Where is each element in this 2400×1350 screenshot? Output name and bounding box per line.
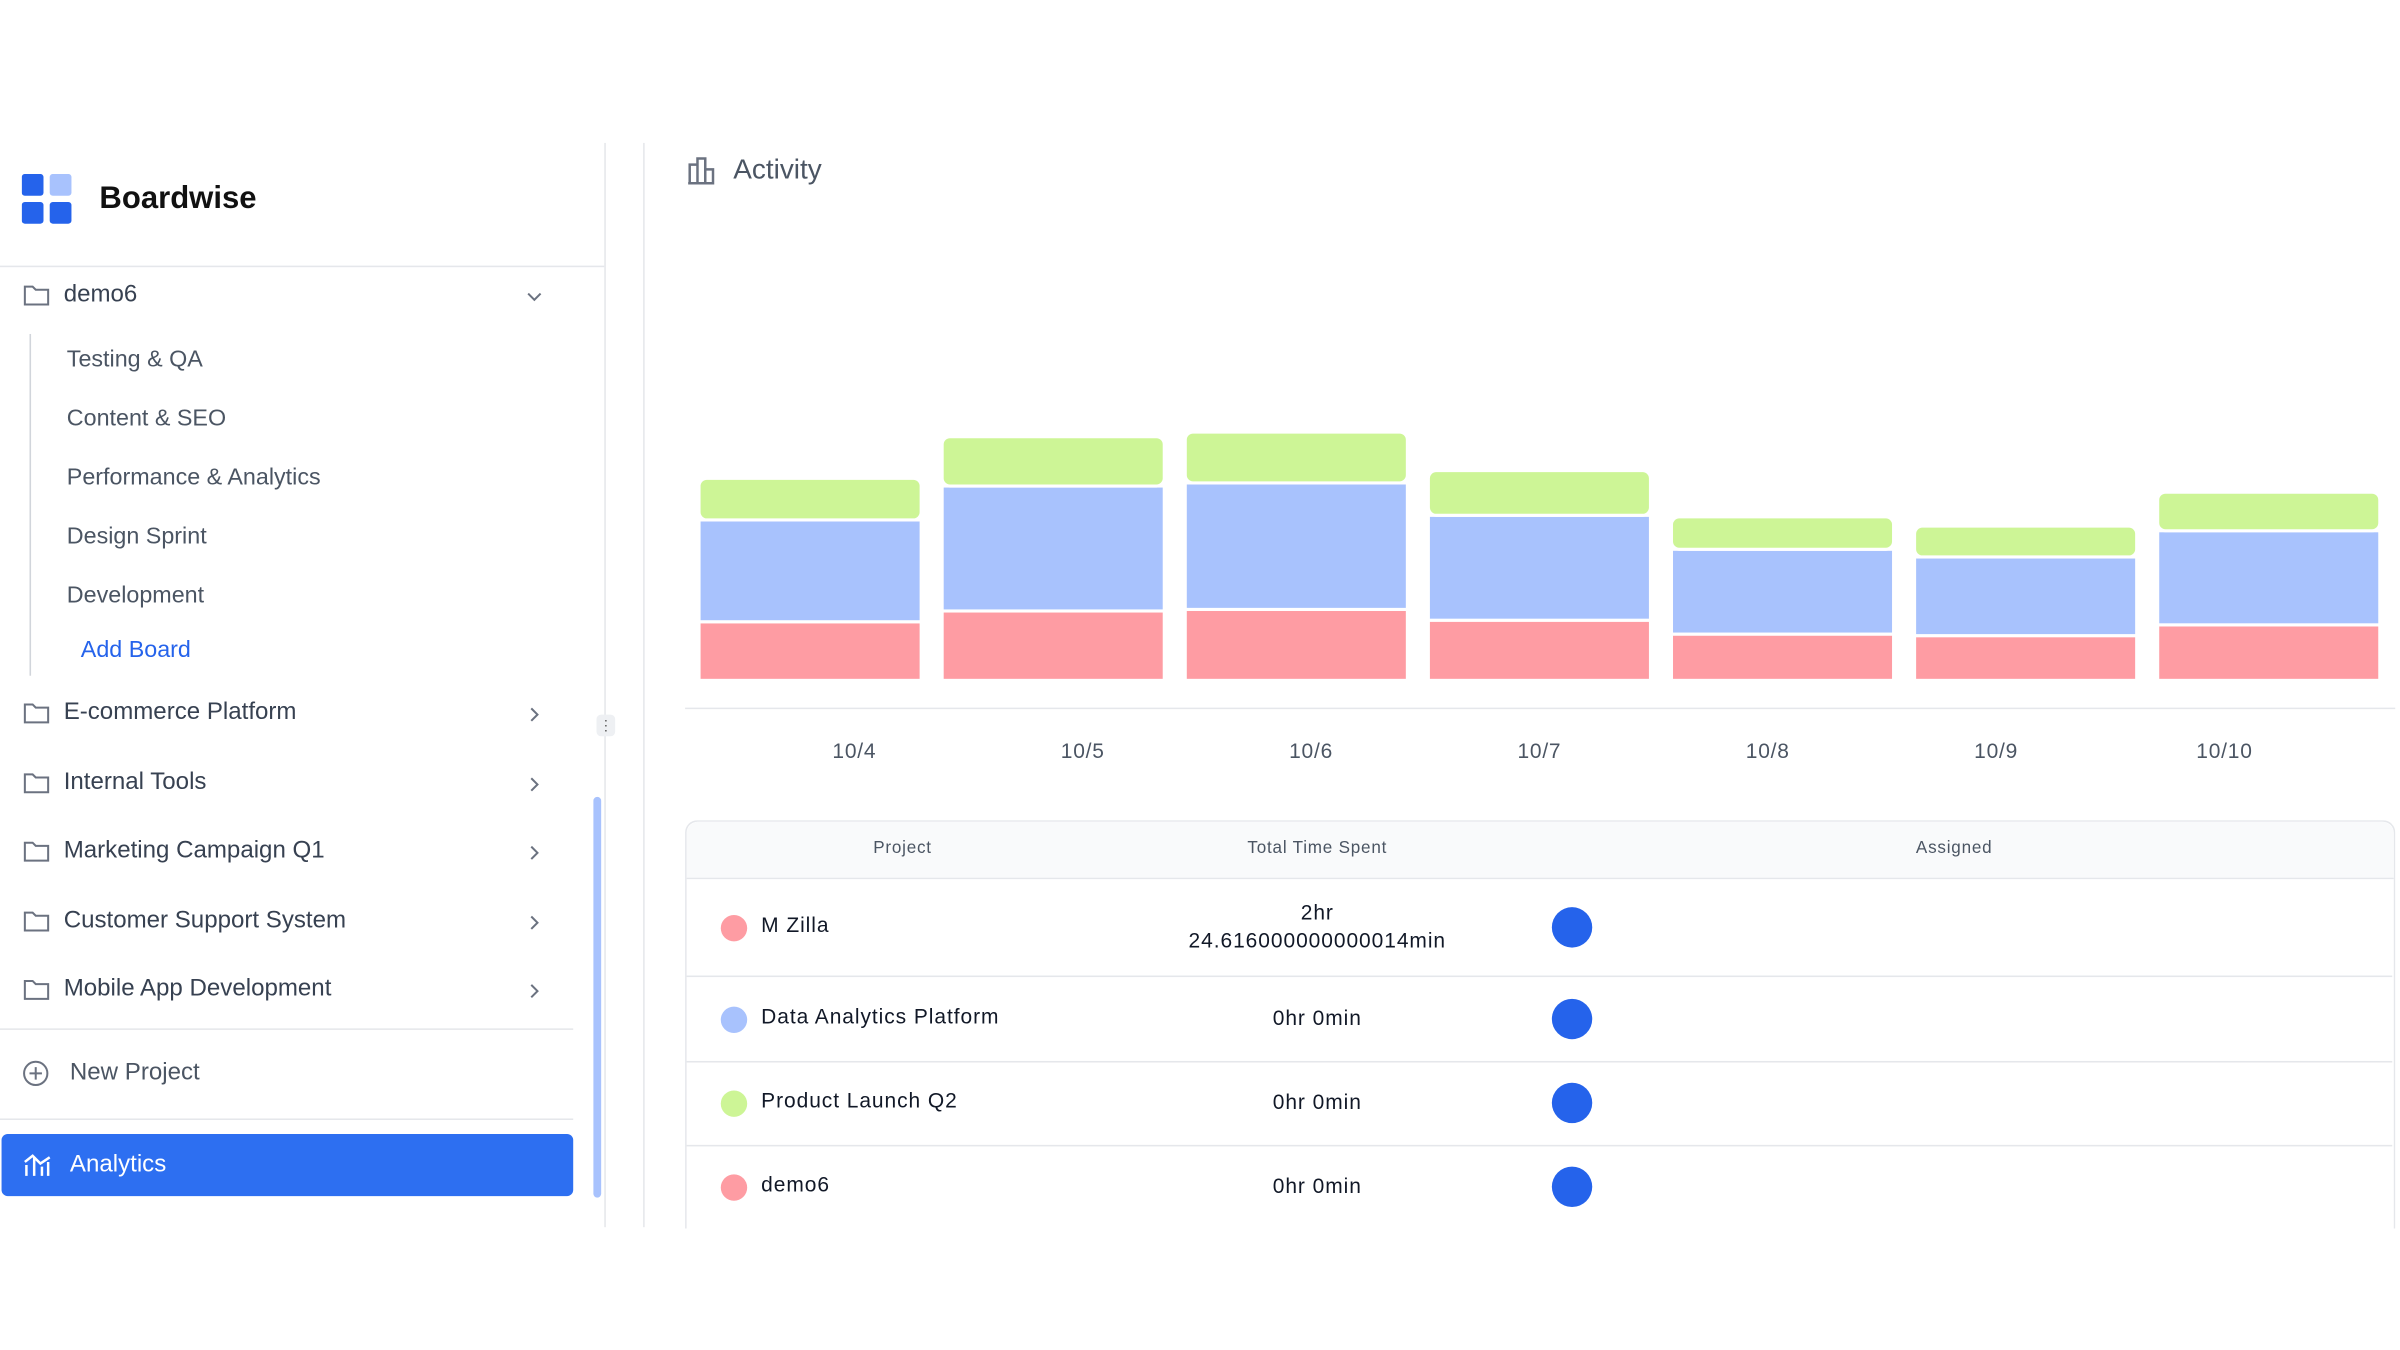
bar-segment xyxy=(1426,513,1653,622)
add-board[interactable]: Add Board xyxy=(80,636,191,664)
board-link[interactable]: Content & SEO xyxy=(66,405,227,432)
project-name: Product Launch Q2 xyxy=(761,1088,958,1113)
brand: Boardwise xyxy=(99,181,257,216)
row-divider xyxy=(686,975,2393,978)
divider xyxy=(0,265,605,268)
folder-icon xyxy=(23,977,50,1008)
bar-segment xyxy=(940,484,1166,613)
x-tick-label: 10/8 xyxy=(1746,740,1790,763)
chevron xyxy=(525,842,544,870)
board-link[interactable]: Testing & QA xyxy=(66,346,203,373)
time-spent: 0hr 0min xyxy=(1272,1090,1362,1114)
x-tick-label: 10/5 xyxy=(1061,740,1105,763)
bar-segment xyxy=(2156,529,2382,627)
column-header: Project xyxy=(873,838,932,858)
chart-icon xyxy=(688,157,715,185)
bar-segment xyxy=(1426,469,1653,517)
logo xyxy=(21,173,72,224)
board-link[interactable]: Development xyxy=(66,582,205,609)
project-name[interactable]: demo6 xyxy=(63,281,138,308)
project-dot xyxy=(720,1005,748,1033)
resize-handle[interactable]: ⋮ xyxy=(596,714,616,737)
table xyxy=(685,820,2396,1229)
scrollbar[interactable] xyxy=(593,796,602,1198)
bar-segment xyxy=(697,476,923,522)
bar-segment xyxy=(1913,524,2139,559)
assignee-avatar[interactable] xyxy=(1551,906,1593,947)
bar-segment xyxy=(1426,618,1653,682)
project-name[interactable]: Mobile App Development xyxy=(63,975,332,1002)
folder-icon xyxy=(23,908,50,939)
project-dot xyxy=(720,914,748,941)
assignee-avatar[interactable] xyxy=(1551,998,1593,1039)
tree-line xyxy=(29,333,32,676)
section-title: Activity xyxy=(733,153,822,185)
project-name: M Zilla xyxy=(761,912,830,936)
bar-segment xyxy=(1183,607,1409,682)
folder-icon xyxy=(23,770,50,801)
bar-segment xyxy=(940,435,1166,488)
plus-icon xyxy=(23,1060,49,1087)
divider xyxy=(0,1028,574,1030)
folder-icon xyxy=(23,839,50,870)
chevron xyxy=(525,911,544,939)
project-name[interactable]: E-commerce Platform xyxy=(63,699,297,726)
folder-icon xyxy=(23,701,50,732)
bar-segment xyxy=(1669,547,1896,636)
bar-segment xyxy=(1669,632,1896,682)
chevron xyxy=(525,286,544,314)
project-dot xyxy=(720,1090,748,1117)
chevron xyxy=(525,773,544,801)
bar-segment xyxy=(1183,481,1409,611)
divider xyxy=(643,142,645,1228)
project-dot xyxy=(720,1174,748,1201)
bar-segment xyxy=(1183,430,1409,485)
board-link[interactable]: Design Sprint xyxy=(66,523,207,550)
x-tick-label: 10/6 xyxy=(1289,740,1333,763)
sidebar xyxy=(0,142,606,1228)
x-tick-label: 10/7 xyxy=(1517,740,1561,763)
project-name: Data Analytics Platform xyxy=(761,1004,1000,1028)
chevron xyxy=(525,980,544,1008)
row-divider xyxy=(686,1060,2393,1063)
x-tick-label: 10/10 xyxy=(2196,740,2252,763)
analytics-button[interactable]: Analytics xyxy=(1,1133,574,1197)
column-header: Assigned xyxy=(1915,838,1993,858)
bar-segment xyxy=(697,518,923,624)
divider xyxy=(0,1118,574,1121)
x-tick-label: 10/9 xyxy=(1974,740,2018,763)
bar-segment xyxy=(697,620,923,682)
column-header: Total Time Spent xyxy=(1247,838,1388,858)
nav-label: Analytics xyxy=(69,1151,167,1178)
assignee-avatar[interactable] xyxy=(1551,1166,1593,1207)
project-name[interactable]: Internal Tools xyxy=(63,768,207,795)
bar-segment xyxy=(2156,490,2382,533)
bar-segment xyxy=(1669,515,1896,551)
folder-icon xyxy=(23,283,50,314)
row-divider xyxy=(686,1144,2393,1147)
new-project[interactable]: New Project xyxy=(69,1059,200,1086)
time-spent: 2hr 24.616000000000014min xyxy=(1188,900,1447,952)
project-name: demo6 xyxy=(761,1172,830,1197)
bar-segment xyxy=(940,609,1166,682)
chevron xyxy=(525,704,544,732)
table-header xyxy=(686,821,2394,880)
bar-segment xyxy=(1913,555,2139,638)
bar-segment xyxy=(1913,634,2139,682)
assignee-avatar[interactable] xyxy=(1551,1082,1593,1124)
bar-segment xyxy=(2156,623,2382,682)
time-spent: 0hr 0min xyxy=(1272,1005,1362,1030)
x-tick-label: 10/4 xyxy=(832,740,876,763)
time-spent: 0hr 0min xyxy=(1272,1174,1362,1198)
board-link[interactable]: Performance & Analytics xyxy=(66,464,321,491)
project-name[interactable]: Marketing Campaign Q1 xyxy=(63,837,325,864)
project-name[interactable]: Customer Support System xyxy=(63,906,347,933)
activity-chart: 10/4 10/5 10/6 10/7 10/8 10/9 10/10 xyxy=(685,430,2396,763)
